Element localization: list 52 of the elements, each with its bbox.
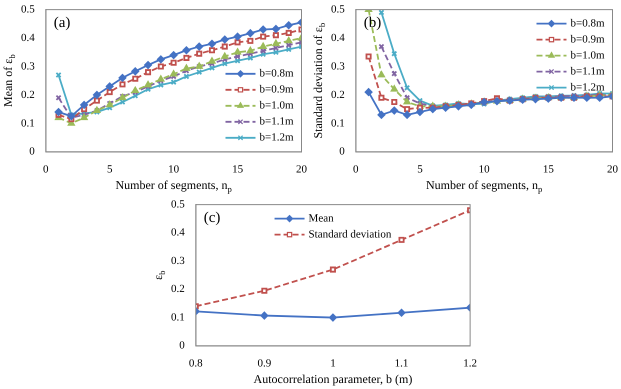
y-tick-label: 0.1 [171,311,185,324]
y-tick-label: 0 [339,146,346,158]
x-tick-label: 0 [353,163,359,176]
y-tick-label: 0.2 [331,88,345,101]
annotation: (b) [364,15,382,32]
x-tick-label: 20 [296,163,308,176]
legend-label: b=0.8m [259,68,294,80]
annotation: (a) [54,15,70,32]
legend-label: b=1.0m [259,100,294,112]
x-tick-label: 15 [542,163,554,176]
legend-label: b=1.1m [570,65,605,78]
y-tick-label: 0.1 [331,117,345,130]
legend-label: b=1.1m [259,116,294,128]
x-tick-label: 0.9 [257,357,272,370]
x-tick-label: 20 [607,163,618,176]
y-tick-label: 0.4 [171,226,186,239]
y-tick-label: 0.1 [21,117,35,130]
x-tick-label: 1 [330,357,336,370]
y-tick-label: 0.2 [171,283,185,296]
legend-label: b=0.8m [570,17,605,30]
y-tick-label: 0.3 [331,60,346,72]
legend-label: b=1.0m [570,49,605,62]
annotation: (c) [204,210,220,226]
x-tick-label: 1.1 [394,357,408,370]
y-tick-label: 0.4 [331,32,346,44]
x-tick-label: 15 [232,163,244,176]
x-tick-label: 5 [417,163,424,176]
legend-label: b=1.2m [570,81,605,94]
y-tick-label: 0.2 [21,88,35,101]
y-tick-label: 0 [179,340,186,352]
legend-label: Mean [308,212,334,224]
x-axis-title: Autocorrelation parameter, b (m) [254,372,412,386]
x-tick-label: 10 [478,163,490,176]
legend-label: Standard deviation [308,228,392,240]
y-tick-label: 0.5 [21,3,36,16]
legend-label: b=1.2m [259,132,294,144]
y-axis-title: Standard deviation of εb [311,22,327,139]
legend-label: b=0.9m [570,33,605,46]
y-tick-label: 0.5 [171,198,186,210]
x-tick-label: 1.2 [463,357,477,370]
x-tick-label: 0 [43,163,49,176]
y-tick-label: 0.4 [21,32,36,44]
y-tick-label: 0 [29,146,36,158]
y-tick-label: 0.5 [331,3,346,16]
x-tick-label: 5 [106,163,113,176]
x-tick-label: 10 [168,163,180,176]
y-axis-title: Mean of εb [1,54,17,108]
y-tick-label: 0.3 [21,60,36,72]
x-tick-label: 0.8 [188,357,204,370]
y-axis-title: εb [151,270,167,280]
y-tick-label: 0.3 [171,254,186,267]
legend-label: b=0.9m [259,84,294,96]
